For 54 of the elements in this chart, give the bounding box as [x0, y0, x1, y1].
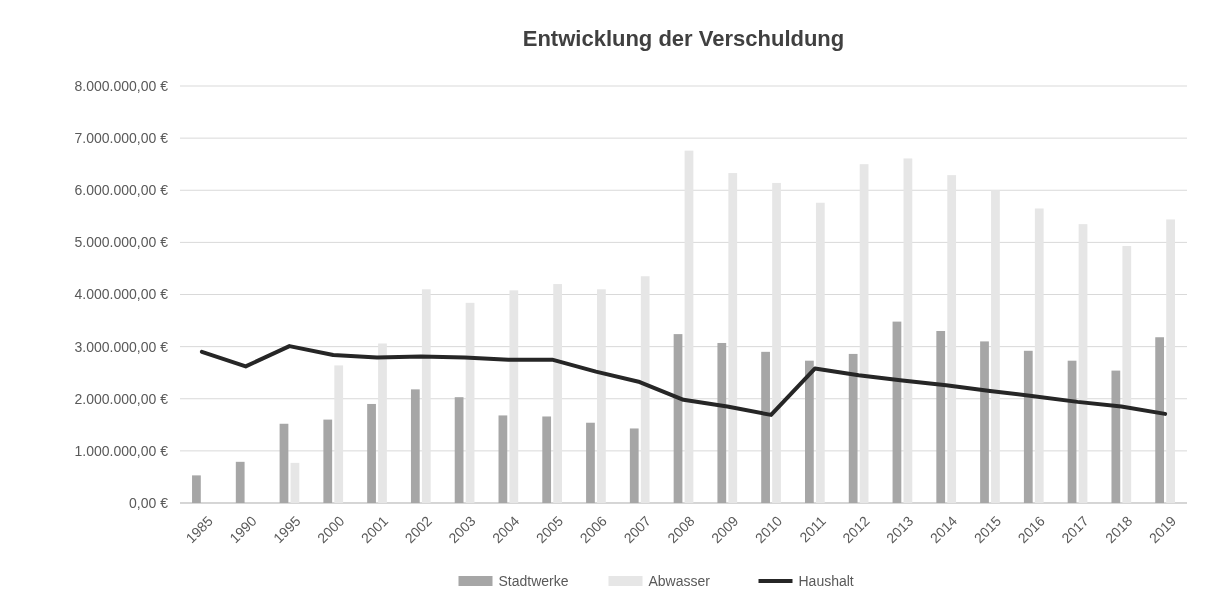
- bar: [192, 475, 201, 503]
- line-series: [199, 344, 1168, 417]
- bar: [717, 342, 727, 503]
- bar: [1166, 219, 1175, 503]
- bar: [378, 343, 387, 503]
- bar: [421, 289, 431, 503]
- bar: [991, 190, 1000, 503]
- y-tick-label: 3.000.000,00 €: [74, 338, 169, 355]
- bar: [980, 341, 989, 503]
- bar: [597, 289, 606, 503]
- bar: [1111, 370, 1121, 503]
- legend-label: Haushalt: [798, 572, 854, 589]
- y-tick-label: 7.000.000,00 €: [74, 130, 169, 147]
- y-tick-label: 2.000.000,00 €: [74, 390, 169, 407]
- bar: [553, 284, 562, 503]
- bar: [859, 164, 869, 503]
- bar: [454, 397, 464, 503]
- bar: [290, 462, 300, 503]
- y-tick-label: 0,00 €: [129, 494, 169, 511]
- bar: [761, 351, 770, 503]
- bar: [542, 416, 552, 503]
- y-tick-label: 8.000.000,00 €: [74, 77, 169, 94]
- y-tick-label: 5.000.000,00 €: [74, 234, 169, 251]
- bar: [815, 202, 825, 503]
- bar: [1122, 246, 1132, 503]
- bar: [509, 290, 519, 503]
- bar: [586, 422, 595, 503]
- y-tick-label: 1.000.000,00 €: [74, 442, 169, 459]
- bar: [805, 360, 814, 503]
- bar: [1023, 350, 1033, 503]
- bar: [323, 419, 333, 503]
- bar: [367, 403, 376, 503]
- bar: [936, 330, 946, 503]
- y-tick-label: 4.000.000,00 €: [74, 286, 169, 303]
- bar: [1034, 208, 1044, 503]
- bar: [1155, 337, 1165, 503]
- bar: [410, 389, 420, 503]
- legend-label: Stadtwerke: [498, 572, 569, 589]
- bar: [728, 173, 738, 503]
- bar: [684, 150, 694, 503]
- bar: [498, 415, 508, 503]
- bar: [334, 365, 344, 503]
- bar: [279, 423, 289, 503]
- bar: [947, 175, 957, 503]
- bar: [629, 428, 639, 503]
- bar: [1078, 224, 1088, 503]
- bar: [848, 353, 858, 503]
- bar: [235, 461, 245, 503]
- bar: [903, 158, 913, 503]
- bar: [640, 276, 650, 503]
- y-tick-label: 6.000.000,00 €: [74, 182, 169, 199]
- legend-label: Abwasser: [648, 572, 711, 589]
- chart-title: Entwicklung der Verschuldung: [522, 26, 845, 51]
- bar: [772, 182, 781, 503]
